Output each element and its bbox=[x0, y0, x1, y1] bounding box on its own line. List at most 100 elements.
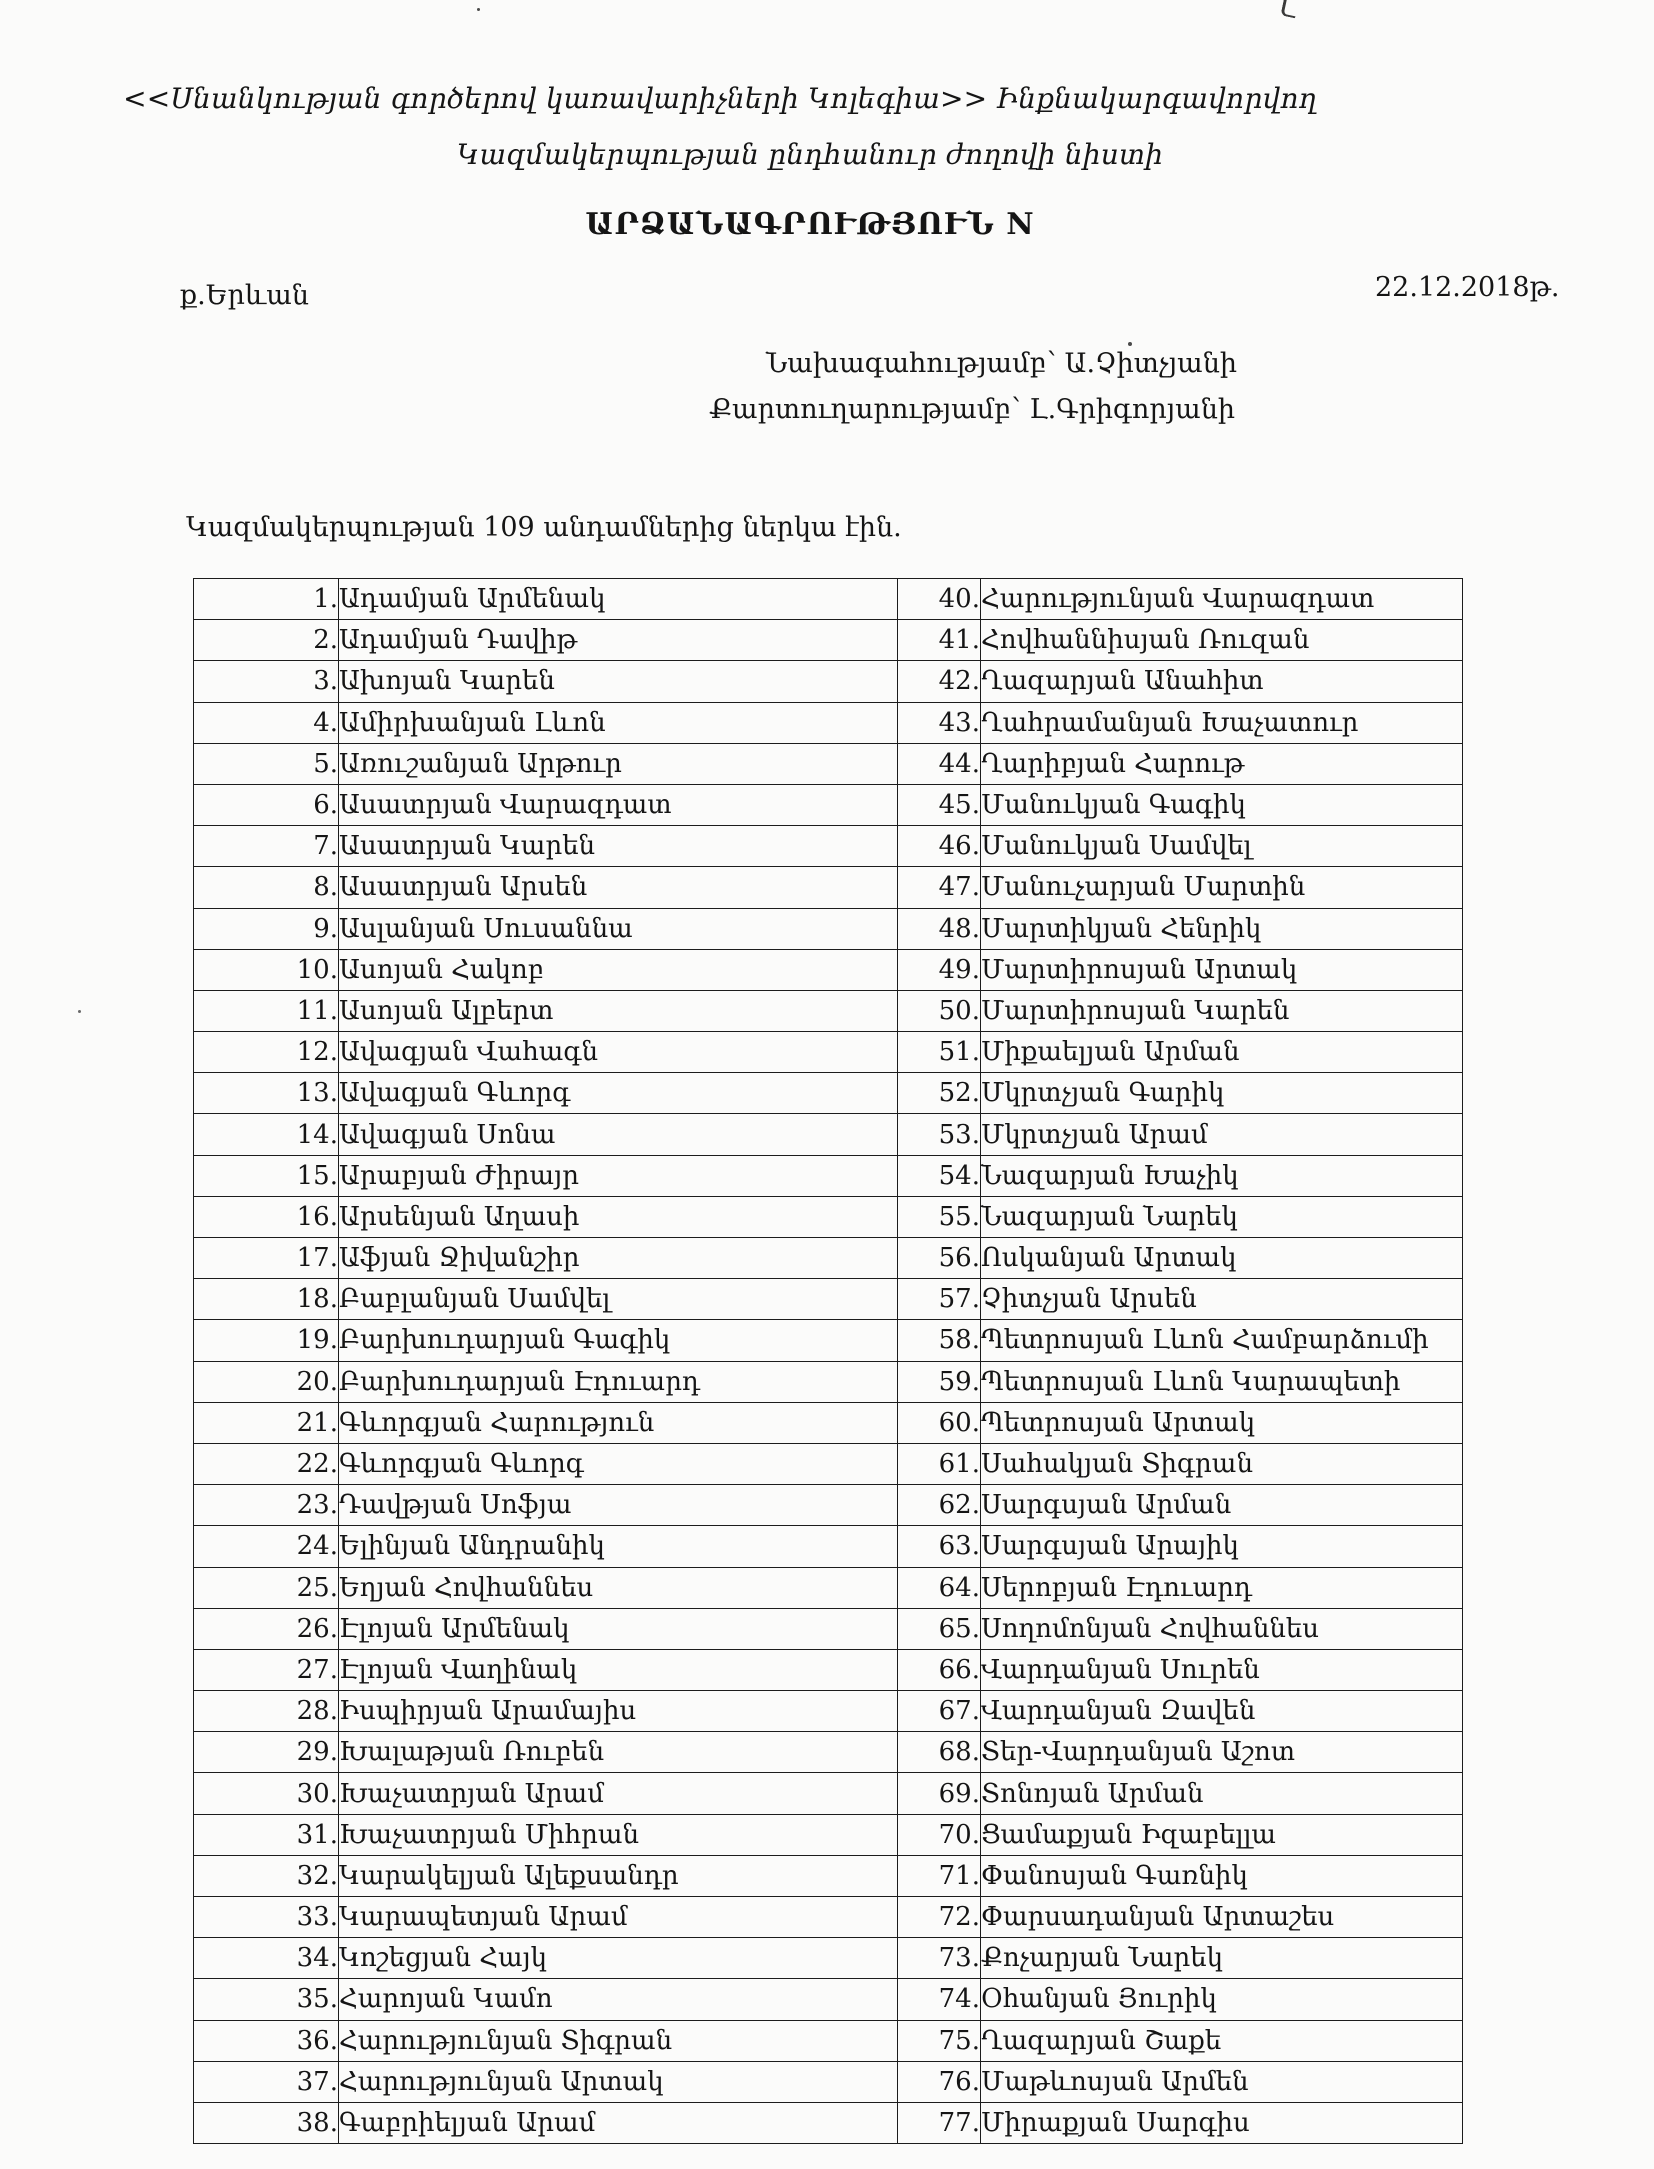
attendee-number-left: 35. bbox=[193, 1978, 339, 2021]
attendee-name-right: Ղարիբյան Հարութ bbox=[980, 742, 1463, 785]
attendee-number-left: 28. bbox=[193, 1690, 339, 1733]
attendee-number-right: 76. bbox=[897, 2060, 981, 2103]
attendee-name-right: Միրաքյան Սարգիս bbox=[980, 2101, 1463, 2145]
table-row: 16. Արսենյան Աղասի 55. Նազարյան Նարեկ bbox=[193, 1195, 1463, 1239]
attendee-number-right: 75. bbox=[897, 2019, 981, 2062]
attendee-name-right: Միքաելյան Արման bbox=[980, 1031, 1463, 1074]
table-row: 14. Ավագյան Սոնա 53. Մկրտչյան Արամ bbox=[193, 1113, 1463, 1156]
attendee-number-left: 9. bbox=[193, 907, 339, 950]
document-title: ԱՐՁԱՆԱԳՐՈՒԹՅՈՒՆ N bbox=[585, 207, 1035, 242]
attendee-name-left: Բարխուդարյան Գագիկ bbox=[338, 1319, 898, 1362]
attendee-name-left: Խալաթյան Ռուբեն bbox=[338, 1731, 898, 1774]
attendee-number-right: 66. bbox=[897, 1648, 981, 1692]
attendee-name-left: Դավթյան Սոֆյա bbox=[338, 1484, 898, 1527]
attendee-name-right: Նազարյան Նարեկ bbox=[980, 1195, 1463, 1239]
table-row: 12. Ավագյան Վահագն 51. Միքաելյան Արման bbox=[193, 1031, 1463, 1074]
attendee-number-right: 62. bbox=[897, 1484, 981, 1527]
attendee-name-right: Չիտչյան Արսեն bbox=[980, 1278, 1463, 1321]
attendee-name-left: Հարոյան Կամո bbox=[338, 1978, 898, 2021]
attendee-number-right: 70. bbox=[897, 1813, 981, 1856]
attendee-name-left: Առուշանյան Արթուր bbox=[338, 742, 898, 785]
attendee-number-right: 61. bbox=[897, 1442, 981, 1486]
attendee-name-right: Սերոբյան Էդուարդ bbox=[980, 1566, 1463, 1609]
attendee-number-left: 19. bbox=[193, 1319, 339, 1362]
attendee-name-right: Մկրտչյան Գարիկ bbox=[980, 1072, 1463, 1115]
attendee-name-right: Սարգսյան Արման bbox=[980, 1484, 1463, 1527]
attendee-name-left: Հարությունյան Արտակ bbox=[338, 2060, 898, 2103]
attendee-name-right: Վարդանյան Զավեն bbox=[980, 1690, 1463, 1733]
table-row: 29. Խալաթյան Ռուբեն 68. Տեր-Վարդանյան Աշոտ bbox=[193, 1731, 1463, 1774]
attendee-number-right: 53. bbox=[897, 1113, 981, 1156]
attendee-name-left: Ադամյան Արմենակ bbox=[338, 577, 898, 621]
attendee-name-right: Պետրոսյան Լևոն Կարապետի bbox=[980, 1360, 1463, 1403]
attendee-name-left: Էլոյան Արմենակ bbox=[338, 1607, 898, 1650]
attendee-number-left: 21. bbox=[193, 1401, 339, 1444]
attendee-number-left: 5. bbox=[193, 742, 339, 785]
attendee-name-left: Ասատրյան Արսեն bbox=[338, 866, 898, 909]
attendee-name-left: Ավագյան Գևորգ bbox=[338, 1072, 898, 1115]
scan-artifact bbox=[78, 1010, 81, 1013]
table-row: 13. Ավագյան Գևորգ 52. Մկրտչյան Գարիկ bbox=[193, 1072, 1463, 1115]
attendee-number-right: 50. bbox=[897, 989, 981, 1033]
date-label: 22.12.2018թ. bbox=[1375, 272, 1560, 303]
attendee-name-left: Խաչատրյան Արամ bbox=[338, 1772, 898, 1815]
attendee-number-left: 33. bbox=[193, 1895, 339, 1939]
attendee-number-left: 4. bbox=[193, 701, 339, 744]
attendee-number-right: 74. bbox=[897, 1978, 981, 2021]
attendee-name-left: Արսենյան Աղասի bbox=[338, 1195, 898, 1239]
attendee-number-left: 17. bbox=[193, 1236, 339, 1280]
table-row: 27. Էլոյան Վաղինակ 66. Վարդանյան Սուրեն bbox=[193, 1648, 1463, 1692]
table-row: 33. Կարապետյան Արամ 72. Փարսադանյան Արտաշես bbox=[193, 1895, 1463, 1939]
attendee-number-right: 58. bbox=[897, 1319, 981, 1362]
attendee-name-right: Մարտիրոսյան Կարեն bbox=[980, 989, 1463, 1033]
attendee-number-left: 24. bbox=[193, 1525, 339, 1568]
table-row: 18. Բաբլանյան Սամվել 57. Չիտչյան Արսեն bbox=[193, 1278, 1463, 1321]
attendee-number-left: 23. bbox=[193, 1484, 339, 1527]
attendee-number-left: 31. bbox=[193, 1813, 339, 1856]
attendee-number-left: 12. bbox=[193, 1031, 339, 1074]
attendee-number-right: 51. bbox=[897, 1031, 981, 1074]
attendee-number-right: 43. bbox=[897, 701, 981, 744]
attendee-number-right: 71. bbox=[897, 1854, 981, 1898]
table-row: 35. Հարոյան Կամո 74. Օհանյան Յուրիկ bbox=[193, 1978, 1463, 2021]
attendee-name-left: Գևորգյան Գևորգ bbox=[338, 1442, 898, 1486]
attendee-number-left: 18. bbox=[193, 1278, 339, 1321]
attendee-name-left: Կոշեցյան Հայկ bbox=[338, 1937, 898, 1980]
attendee-number-right: 48. bbox=[897, 907, 981, 950]
attendee-name-left: Ասատրյան Վարազդատ bbox=[338, 783, 898, 827]
attendee-name-right: Սողոմոնյան Հովհաննես bbox=[980, 1607, 1463, 1650]
attendee-name-left: Իսպիրյան Արամայիս bbox=[338, 1690, 898, 1733]
attendee-number-right: 73. bbox=[897, 1937, 981, 1980]
attendee-number-left: 3. bbox=[193, 660, 339, 703]
table-row: 6. Ասատրյան Վարազդատ 45. Մանուկյան Գագիկ bbox=[193, 783, 1463, 827]
attendee-number-right: 60. bbox=[897, 1401, 981, 1444]
header-meeting-line: Կազմակերպության ընդհանուր ժողովի նիստի bbox=[456, 138, 1164, 171]
attendee-name-right: Պետրոսյան Լևոն Համբարձումի bbox=[980, 1319, 1463, 1362]
attendee-number-left: 11. bbox=[193, 989, 339, 1033]
attendee-number-left: 32. bbox=[193, 1854, 339, 1898]
attendee-name-left: Ասլանյան Սուսաննա bbox=[338, 907, 898, 950]
attendee-name-right: Մարտիկյան Հենրիկ bbox=[980, 907, 1463, 950]
table-row: 21. Գևորգյան Հարություն 60. Պետրոսյան Արտակ bbox=[193, 1401, 1463, 1444]
attendee-number-left: 15. bbox=[193, 1154, 339, 1197]
attendees-table-body: 1. Ադամյան Արմենակ 40. Հարությունյան Վարազդ… bbox=[193, 577, 1463, 2145]
attendee-name-left: Ամիրխանյան Լևոն bbox=[338, 701, 898, 744]
table-row: 5. Առուշանյան Արթուր 44. Ղարիբյան Հարութ bbox=[193, 742, 1463, 785]
table-row: 2. Ադամյան Դավիթ 41. Հովհաննիսյան Ռուզան bbox=[193, 619, 1463, 662]
attendee-name-left: Ասոյան Հակոբ bbox=[338, 948, 898, 991]
attendee-number-left: 14. bbox=[193, 1113, 339, 1156]
attendee-name-right: Ղազարյան Շաքե bbox=[980, 2019, 1463, 2062]
attendee-number-left: 27. bbox=[193, 1648, 339, 1692]
table-row: 26. Էլոյան Արմենակ 65. Սողոմոնյան Հովհաննես bbox=[193, 1607, 1463, 1650]
table-row: 23. Դավթյան Սոֆյա 62. Սարգսյան Արման bbox=[193, 1484, 1463, 1527]
attendee-number-right: 69. bbox=[897, 1772, 981, 1815]
attendee-name-right: Ղահրամանյան Խաչատուր bbox=[980, 701, 1463, 744]
attendee-name-right: Մանուչարյան Մարտին bbox=[980, 866, 1463, 909]
attendee-name-right: Տեր-Վարդանյան Աշոտ bbox=[980, 1731, 1463, 1774]
attendee-number-right: 46. bbox=[897, 825, 981, 868]
table-row: 22. Գևորգյան Գևորգ 61. Սահակյան Տիգրան bbox=[193, 1442, 1463, 1486]
header-organization-line: <<Սնանկության գործերով կառավարիչների Կոլ… bbox=[123, 82, 1317, 115]
attendee-number-right: 47. bbox=[897, 866, 981, 909]
attendee-name-left: Գևորգյան Հարություն bbox=[338, 1401, 898, 1444]
table-row: 31. Խաչատրյան Միհրան 70. Ցամաքյան Իզաբելլա bbox=[193, 1813, 1463, 1856]
